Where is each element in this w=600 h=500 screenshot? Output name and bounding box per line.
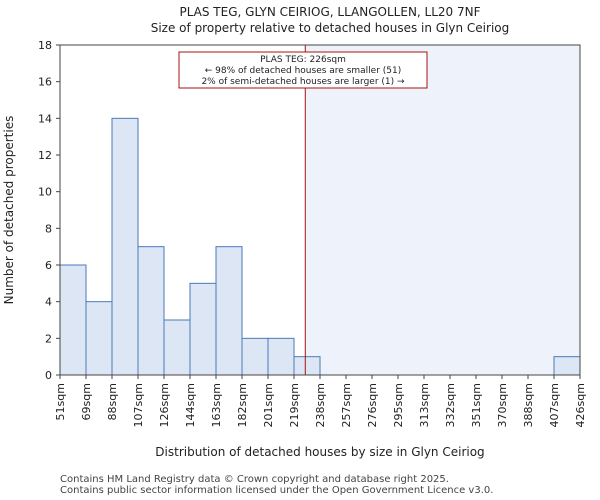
x-tick-label-313sqm: 313sqm — [418, 383, 431, 427]
bar-407sqm — [553, 356, 581, 376]
x-tick-label-163sqm: 163sqm — [210, 383, 223, 427]
y-tick-label-10: 10 — [38, 186, 52, 199]
x-tick-label-351sqm: 351sqm — [470, 383, 483, 427]
footer-line-1: Contains HM Land Registry data © Crown c… — [60, 474, 449, 485]
annotation-frame — [178, 51, 428, 89]
x-tick-label-126sqm: 126sqm — [158, 383, 171, 427]
larger-region-shade — [305, 45, 580, 375]
x-tick-label-388sqm: 388sqm — [522, 383, 535, 427]
y-tick-label-14: 14 — [38, 112, 52, 125]
annotation-line-3: 2% of semi-detached houses are larger (1… — [201, 77, 405, 87]
y-tick-label-18: 18 — [38, 39, 52, 52]
x-tick-label-276sqm: 276sqm — [366, 383, 379, 427]
x-tick-label-51sqm: 51sqm — [54, 383, 67, 420]
x-tick-label-370sqm: 370sqm — [496, 383, 509, 427]
bar-144sqm — [189, 282, 217, 376]
y-tick-label-8: 8 — [45, 222, 52, 235]
x-tick-label-238sqm: 238sqm — [314, 383, 327, 427]
y-tick-label-16: 16 — [38, 76, 52, 89]
annotation-line-1: PLAS TEG: 226sqm — [260, 55, 346, 65]
annotation-box: PLAS TEG: 226sqm ← 98% of detached house… — [178, 51, 428, 89]
x-tick-label-201sqm: 201sqm — [262, 383, 275, 427]
bar-88sqm — [111, 117, 139, 376]
x-axis-label: Distribution of detached houses by size … — [155, 445, 484, 459]
bar-126sqm — [163, 319, 191, 376]
bar-107sqm — [137, 246, 165, 376]
x-tick-label-219sqm: 219sqm — [288, 383, 301, 427]
y-axis-label: Number of detached properties — [2, 116, 16, 305]
annotation-line-2: ← 98% of detached houses are smaller (51… — [205, 66, 402, 76]
bar-163sqm — [215, 246, 243, 376]
y-tick-label-4: 4 — [45, 296, 52, 309]
y-tick-label-6: 6 — [45, 259, 52, 272]
x-tick-label-88sqm: 88sqm — [106, 383, 119, 420]
x-tick-label-426sqm: 426sqm — [574, 383, 587, 427]
x-tick-label-144sqm: 144sqm — [184, 383, 197, 427]
chart-subtitle: Size of property relative to detached ho… — [151, 21, 510, 35]
y-tick-label-12: 12 — [38, 149, 52, 162]
x-tick-label-407sqm: 407sqm — [548, 383, 561, 427]
x-tick-label-182sqm: 182sqm — [236, 383, 249, 427]
x-tick-label-295sqm: 295sqm — [392, 383, 405, 427]
bar-219sqm — [293, 356, 321, 376]
x-tick-label-69sqm: 69sqm — [80, 383, 93, 420]
chart-title: PLAS TEG, GLYN CEIRIOG, LLANGOLLEN, LL20… — [179, 5, 480, 19]
bar-69sqm — [85, 301, 113, 376]
x-tick-label-107sqm: 107sqm — [132, 383, 145, 427]
x-tick-label-257sqm: 257sqm — [340, 383, 353, 427]
x-tick-label-332sqm: 332sqm — [444, 383, 457, 427]
y-tick-label-2: 2 — [45, 332, 52, 345]
bar-51sqm — [59, 264, 87, 376]
y-tick-label-0: 0 — [45, 369, 52, 382]
footer-line-2: Contains public sector information licen… — [60, 485, 494, 496]
bar-201sqm — [267, 337, 295, 376]
bar-182sqm — [241, 337, 269, 376]
